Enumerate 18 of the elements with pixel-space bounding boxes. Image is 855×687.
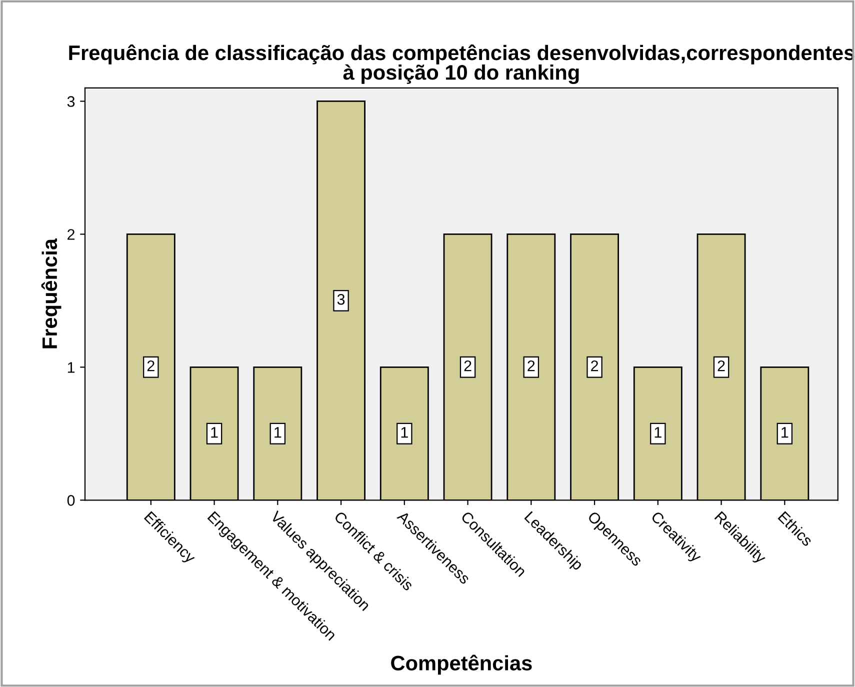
data-label: 2 bbox=[147, 360, 154, 372]
y-axis-title: Frequência bbox=[41, 238, 62, 348]
data-label: 2 bbox=[591, 360, 598, 372]
y-tick-label: 3 bbox=[67, 96, 75, 107]
y-tick-label: 2 bbox=[68, 229, 74, 240]
data-label: 3 bbox=[337, 294, 345, 305]
chart-title: Frequência de classificação das competências desenvolvidas,correspondentes à posição 10 do ranking bbox=[69, 44, 854, 84]
data-label: 1 bbox=[211, 427, 218, 438]
data-label: 1 bbox=[782, 427, 788, 438]
y-tick-label: 0 bbox=[67, 495, 75, 506]
data-label: 1 bbox=[401, 427, 408, 438]
data-label: 2 bbox=[464, 360, 472, 372]
data-label: 1 bbox=[654, 427, 662, 438]
data-label: 1 bbox=[274, 427, 282, 438]
data-label: 2 bbox=[528, 360, 535, 372]
x-axis-title: Competências bbox=[391, 654, 532, 675]
y-tick-label: 1 bbox=[68, 362, 75, 373]
data-label: 2 bbox=[718, 360, 725, 372]
